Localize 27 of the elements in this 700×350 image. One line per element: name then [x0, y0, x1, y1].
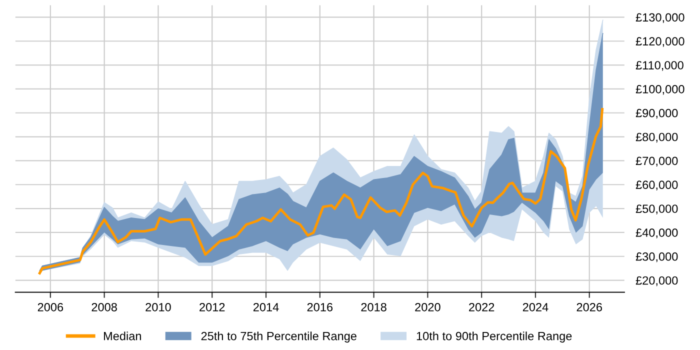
y-tick-label: £100,000 [636, 84, 684, 95]
legend-label: 10th to 90th Percentile Range [416, 332, 572, 343]
x-tick-label: 2020 [415, 302, 440, 312]
legend-label: Median [104, 332, 141, 340]
x-tick-label: 2022 [469, 302, 494, 312]
x-tick-label: 2014 [253, 302, 279, 312]
x-tick-label: 2018 [361, 302, 386, 312]
y-tick-label: £90,000 [636, 108, 678, 119]
x-tick-label: 2026 [576, 302, 602, 312]
y-tick-label: £60,000 [636, 180, 678, 190]
y-tick-label: £30,000 [636, 252, 678, 262]
x-tick-label: 2024 [522, 302, 548, 312]
x-tick-label: 2010 [146, 302, 171, 312]
x-tick-label: 2012 [200, 302, 225, 312]
x-tick-label: 2008 [92, 302, 117, 312]
y-tick-label: £70,000 [636, 156, 678, 166]
line-series [38, 108, 604, 274]
x-tick-label: 2016 [307, 302, 333, 312]
y-tick-label: £110,000 [636, 61, 684, 71]
y-tick-label: £80,000 [636, 132, 678, 143]
y-tick-label: £20,000 [636, 276, 678, 286]
legend-label: 25th to 75th Percentile Range [201, 332, 356, 343]
x-tick-label: 2006 [38, 302, 64, 312]
y-tick-label: £120,000 [636, 37, 684, 47]
y-tick-label: £50,000 [636, 204, 678, 214]
y-tick-label: £40,000 [636, 228, 678, 238]
y-tick-label: £130,000 [636, 13, 684, 23]
